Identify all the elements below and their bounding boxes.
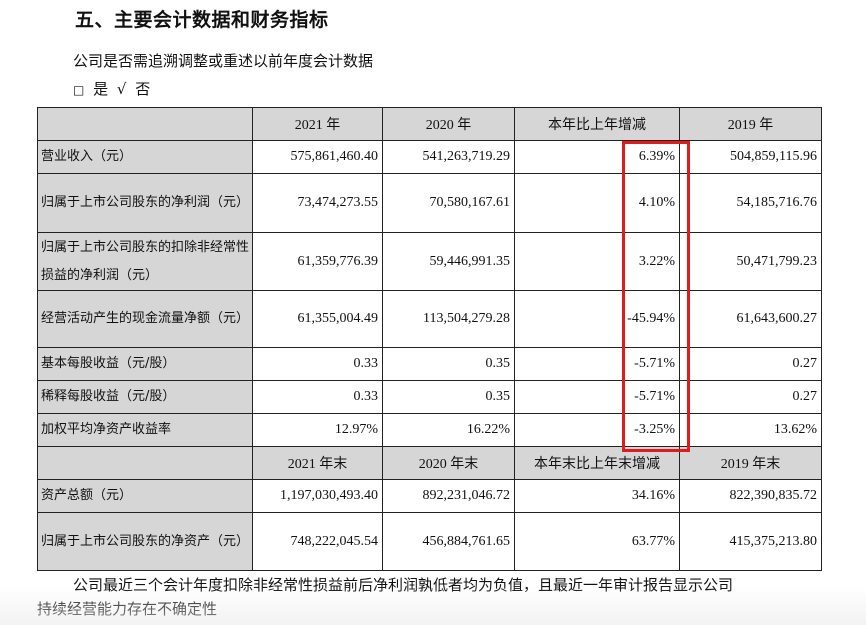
- row-label: 归属于上市公司股东的扣除非经常性损益的净利润（元）: [37, 232, 253, 291]
- value-change: -3.25%: [514, 413, 680, 447]
- table-row: 归属于上市公司股东的净利润（元） 73,474,273.55 70,580,16…: [37, 173, 822, 233]
- row-label: 经营活动产生的现金流量净额（元）: [37, 290, 253, 348]
- table-row: 经营活动产生的现金流量净额（元） 61,355,004.49 113,504,2…: [37, 290, 822, 348]
- value-2020: 541,263,719.29: [382, 140, 515, 174]
- value-2020: 892,231,046.72: [382, 479, 515, 513]
- header-cell: [37, 446, 253, 480]
- value-2019: 504,859,115.96: [679, 140, 822, 174]
- header-cell: 本年末比上年末增减: [514, 446, 680, 480]
- checkbox-unchecked-icon: □: [73, 83, 85, 97]
- table-row: 归属于上市公司股东的净资产（元） 748,222,045.54 456,884,…: [37, 512, 822, 571]
- row-label: 资产总额（元）: [37, 479, 253, 513]
- value-change: 6.39%: [514, 140, 680, 174]
- value-2021: 12.97%: [252, 413, 383, 447]
- row-label: 稀释每股收益（元/股）: [37, 380, 253, 414]
- value-2019: 13.62%: [679, 413, 822, 447]
- value-2021: 73,474,273.55: [252, 173, 383, 233]
- header-cell: 本年比上年增减: [514, 107, 680, 141]
- value-2019: 0.27: [679, 380, 822, 414]
- value-2020: 0.35: [382, 380, 515, 414]
- value-2021: 0.33: [252, 380, 383, 414]
- value-2020: 16.22%: [382, 413, 515, 447]
- value-2020: 113,504,279.28: [382, 290, 515, 348]
- value-2019: 822,390,835.72: [679, 479, 822, 513]
- header-cell: 2021 年: [252, 107, 383, 141]
- value-change: -45.94%: [514, 290, 680, 348]
- value-2021: 61,359,776.39: [252, 232, 383, 291]
- section-title: 五、主要会计数据和财务指标: [75, 9, 329, 31]
- table-row: 营业收入（元） 575,861,460.40 541,263,719.29 6.…: [37, 140, 822, 174]
- footer-line-1: 公司最近三个会计年度扣除非经常性损益前后净利润孰低者均为负值，且最近一年审计报告…: [73, 576, 734, 594]
- header-cell: 2021 年末: [252, 446, 383, 480]
- value-2020: 456,884,761.65: [382, 512, 515, 571]
- restatement-answer: □ 是 √ 否: [73, 78, 150, 99]
- value-2019: 61,643,600.27: [679, 290, 822, 348]
- table-row: 归属于上市公司股东的扣除非经常性损益的净利润（元） 61,359,776.39 …: [37, 232, 822, 291]
- footer-line-2: 持续经营能力存在不确定性: [37, 600, 218, 618]
- value-2021: 1,197,030,493.40: [252, 479, 383, 513]
- table-header-row: 2021 年 2020 年 本年比上年增减 2019 年: [37, 107, 822, 141]
- table-row: 基本每股收益（元/股） 0.33 0.35 -5.71% 0.27: [37, 347, 822, 381]
- check-mark-icon: √: [116, 80, 127, 98]
- table-row: 稀释每股收益（元/股） 0.33 0.35 -5.71% 0.27: [37, 380, 822, 414]
- financial-indicators-table: 2021 年 2020 年 本年比上年增减 2019 年 营业收入（元） 575…: [37, 107, 822, 571]
- value-2020: 70,580,167.61: [382, 173, 515, 233]
- value-2021: 575,861,460.40: [252, 140, 383, 174]
- header-cell: 2020 年: [382, 107, 515, 141]
- restatement-question: 公司是否需追溯调整或重述以前年度会计数据: [73, 52, 374, 70]
- row-label: 基本每股收益（元/股）: [37, 347, 253, 381]
- value-2019: 50,471,799.23: [679, 232, 822, 291]
- table-row: 加权平均净资产收益率 12.97% 16.22% -3.25% 13.62%: [37, 413, 822, 447]
- header-cell: 2019 年末: [679, 446, 822, 480]
- row-label: 营业收入（元）: [37, 140, 253, 174]
- row-label: 加权平均净资产收益率: [37, 413, 253, 447]
- table-row: 资产总额（元） 1,197,030,493.40 892,231,046.72 …: [37, 479, 822, 513]
- value-change: 63.77%: [514, 512, 680, 571]
- header-cell: [37, 107, 253, 141]
- value-change: 4.10%: [514, 173, 680, 233]
- header-cell: 2020 年末: [382, 446, 515, 480]
- no-label: 否: [135, 80, 151, 98]
- value-2020: 59,446,991.35: [382, 232, 515, 291]
- value-2020: 0.35: [382, 347, 515, 381]
- value-2021: 61,355,004.49: [252, 290, 383, 348]
- yes-label: 是: [93, 80, 109, 98]
- value-2019: 415,375,213.80: [679, 512, 822, 571]
- table-header-row: 2021 年末 2020 年末 本年末比上年末增减 2019 年末: [37, 446, 822, 480]
- value-change: 34.16%: [514, 479, 680, 513]
- value-2021: 748,222,045.54: [252, 512, 383, 571]
- value-2019: 0.27: [679, 347, 822, 381]
- value-2021: 0.33: [252, 347, 383, 381]
- row-label: 归属于上市公司股东的净资产（元）: [37, 512, 253, 571]
- row-label: 归属于上市公司股东的净利润（元）: [37, 173, 253, 233]
- highlight-box: [622, 141, 690, 452]
- header-cell: 2019 年: [679, 107, 822, 141]
- value-2019: 54,185,716.76: [679, 173, 822, 233]
